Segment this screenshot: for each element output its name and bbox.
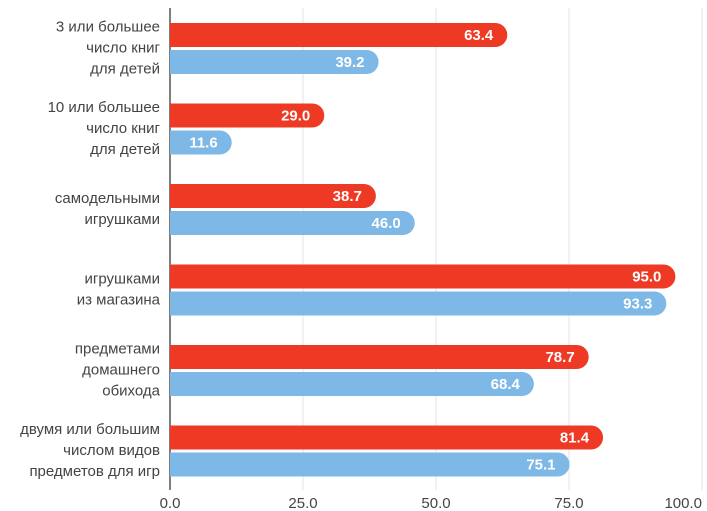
category-label: число книг	[86, 120, 160, 137]
value-label: 95.0	[632, 268, 661, 285]
x-tick-label: 25.0	[288, 495, 317, 511]
category-label: самодельными	[55, 190, 160, 207]
bar	[170, 50, 379, 74]
value-label: 63.4	[464, 27, 494, 44]
bar	[170, 452, 570, 477]
category-label: обихода	[102, 382, 160, 399]
category-label: предметов для игр	[29, 463, 160, 480]
bar	[170, 372, 534, 396]
x-tick-label: 50.0	[421, 495, 450, 511]
category-label: для детей	[90, 141, 160, 158]
category-label: игрушками	[85, 211, 160, 228]
value-label: 93.3	[623, 295, 652, 312]
category-label: для детей	[90, 60, 160, 77]
value-label: 38.7	[333, 188, 362, 205]
category-label: игрушками	[85, 270, 160, 287]
bar	[170, 103, 325, 128]
x-tick-label: 75.0	[554, 495, 583, 511]
category-label: 10 или большее	[48, 99, 160, 116]
x-tick-label: 0.0	[160, 495, 181, 511]
category-label: числом видов	[63, 442, 160, 459]
value-label: 11.6	[189, 134, 217, 151]
value-label: 29.0	[281, 107, 310, 124]
category-label: предметами	[75, 340, 160, 357]
value-label: 39.2	[335, 54, 364, 71]
value-label: 78.7	[545, 349, 574, 366]
value-label: 81.4	[560, 429, 590, 446]
bar	[170, 184, 376, 208]
bar	[170, 130, 232, 155]
x-tick-label: 100.0	[664, 495, 702, 511]
bar	[170, 291, 667, 316]
bar	[170, 345, 589, 369]
category-label: 3 или большее	[56, 18, 160, 35]
bar	[170, 264, 676, 289]
bar	[170, 23, 508, 47]
category-label: двумя или большим	[20, 421, 160, 438]
category-label: число книг	[86, 39, 160, 56]
value-label: 75.1	[526, 456, 555, 473]
bar	[170, 211, 415, 235]
category-label: домашнего	[82, 361, 160, 378]
category-label: из магазина	[77, 291, 161, 308]
bar	[170, 425, 604, 450]
value-label: 46.0	[372, 215, 401, 232]
value-label: 68.4	[491, 376, 521, 393]
